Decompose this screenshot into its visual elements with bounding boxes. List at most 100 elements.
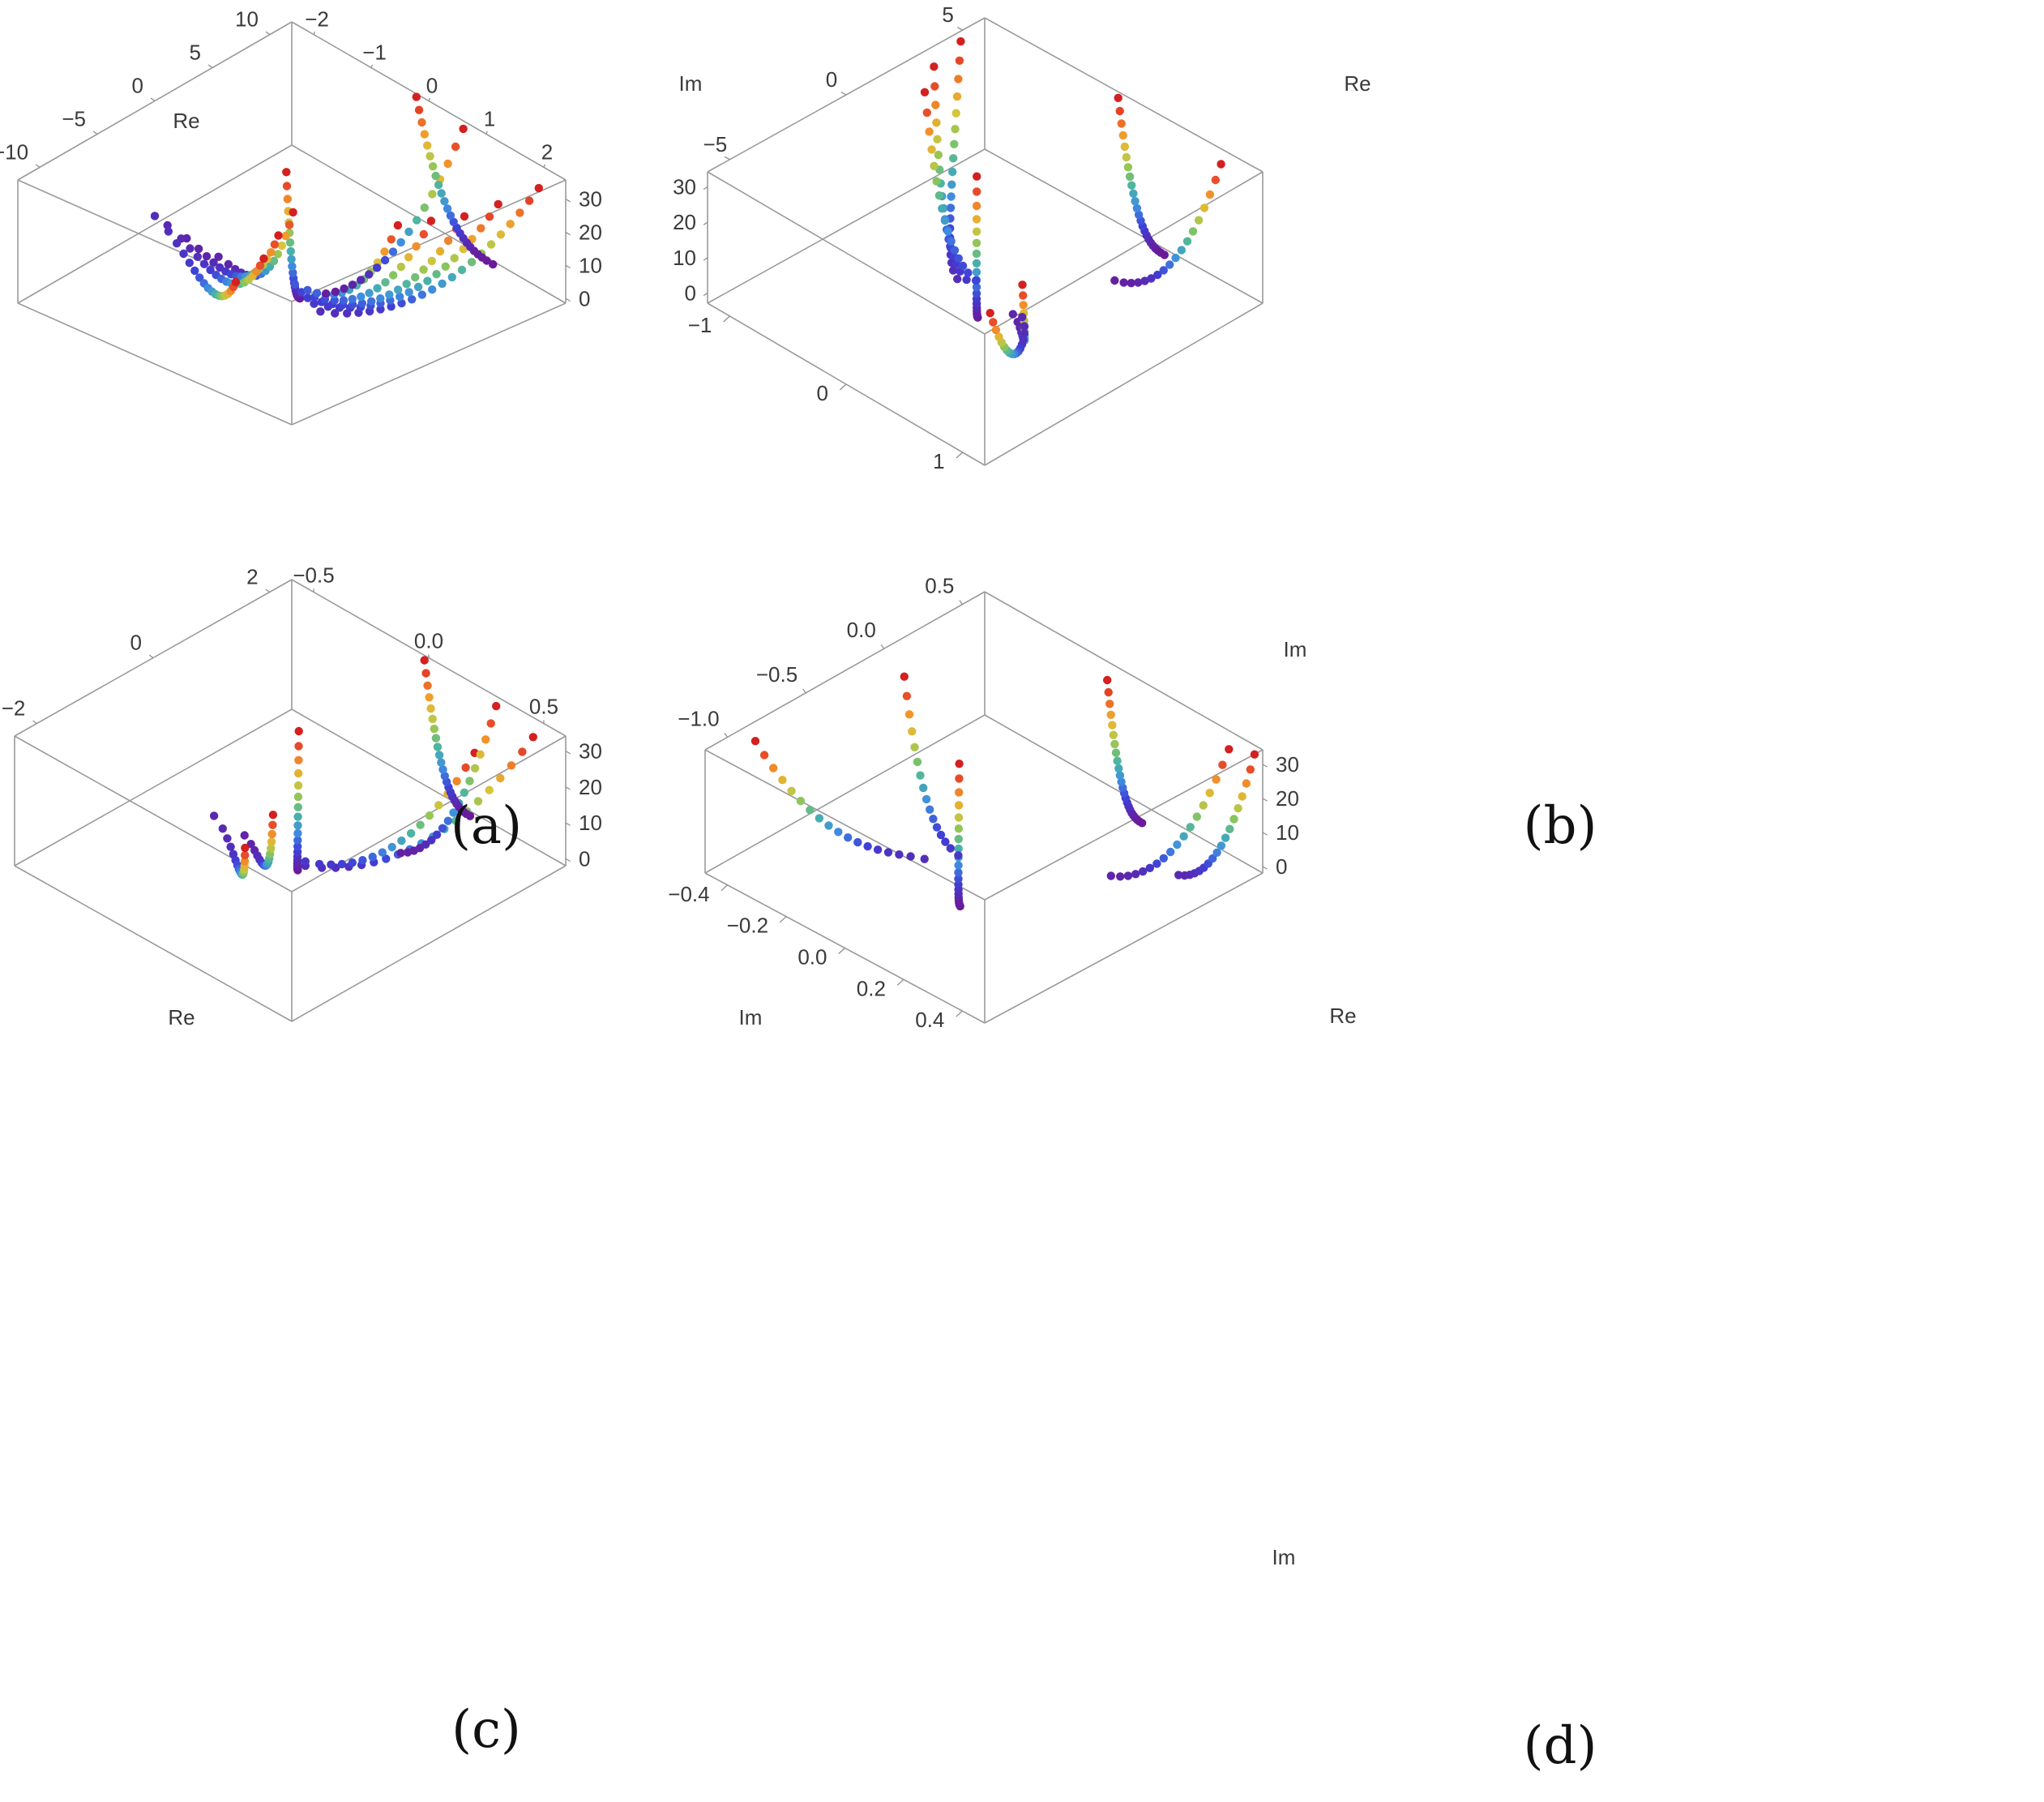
data-point (844, 833, 853, 842)
data-point (815, 814, 824, 823)
data-point (1127, 181, 1136, 190)
data-point (951, 125, 960, 134)
box-edge (984, 171, 1264, 335)
data-point (934, 191, 944, 200)
tick-mark (724, 733, 729, 738)
data-point (1182, 237, 1192, 246)
tick-mark (1262, 764, 1268, 768)
tick-label-re: 0 (132, 74, 143, 98)
tick-mark (35, 164, 41, 168)
panel-b: −5 0 5 Re −1 0 1 Im 0 10 20 30 (673, 2, 1371, 661)
data-point (420, 203, 429, 212)
data-point (973, 187, 981, 196)
data-point (438, 765, 447, 774)
data-point (428, 162, 438, 171)
data-point (423, 141, 432, 150)
data-point (473, 797, 483, 806)
data-point (404, 253, 413, 262)
data-point (389, 271, 398, 280)
tick-label-re: −5 (703, 132, 728, 156)
tick-label-z: 10 (1276, 820, 1299, 845)
tick-label-im: 0.2 (857, 976, 886, 1000)
tick-mark (92, 131, 98, 135)
data-point (933, 135, 942, 143)
data-point (951, 109, 960, 118)
data-point (1194, 216, 1204, 225)
tick-mark (703, 257, 708, 261)
data-point (357, 299, 366, 308)
data-point (1115, 771, 1125, 780)
data-point (224, 259, 233, 269)
data-point (460, 788, 469, 797)
data-point (339, 296, 349, 305)
box-edge (14, 865, 293, 1022)
data-point (1123, 163, 1133, 172)
data-point (443, 159, 452, 169)
data-point (778, 776, 787, 785)
tick-label-im: −0.4 (668, 882, 709, 906)
data-point (971, 276, 981, 285)
data-point (948, 167, 957, 177)
data-point (185, 259, 194, 268)
data-point (381, 278, 390, 287)
data-point (932, 177, 941, 186)
data-point (449, 808, 458, 817)
data-point (954, 824, 964, 833)
data-point (1212, 775, 1221, 784)
data-point (1218, 760, 1227, 769)
data-point (285, 238, 295, 247)
data-point (434, 180, 443, 190)
data-point (460, 212, 469, 221)
data-point (447, 272, 456, 282)
axis-label-im: Im (1284, 637, 1307, 661)
data-point (955, 56, 964, 66)
box-edge (984, 17, 1264, 173)
tick-label-z: 10 (673, 246, 696, 270)
data-point (186, 244, 195, 253)
data-point (461, 763, 470, 773)
box-edge (707, 171, 986, 335)
data-point (1211, 175, 1221, 185)
data-point (449, 217, 458, 226)
box-edge (984, 591, 1264, 751)
data-point (393, 220, 403, 230)
data-point (906, 852, 915, 861)
data-point (419, 265, 428, 274)
axis-label-re: Re (168, 1005, 195, 1029)
data-point (1152, 859, 1161, 868)
data-point (432, 830, 442, 839)
data-point (759, 751, 769, 760)
data-point (274, 231, 283, 240)
data-point (1177, 246, 1187, 255)
axis-label-im: Im (1272, 1545, 1296, 1569)
tick-mark (703, 221, 708, 225)
data-point (404, 227, 413, 237)
data-point (952, 92, 962, 101)
data-point (1118, 131, 1127, 140)
data-point (955, 788, 964, 797)
data-point (1147, 274, 1156, 283)
data-point (954, 813, 964, 822)
data-point (930, 62, 939, 71)
data-point (420, 130, 429, 139)
data-point (1117, 777, 1126, 786)
data-point (1217, 841, 1226, 850)
box-edge (707, 148, 986, 304)
caption-c: (c) (451, 1700, 521, 1760)
data-point (470, 764, 480, 773)
data-point (507, 761, 516, 770)
data-point (417, 290, 426, 299)
data-point (423, 276, 432, 285)
data-point (950, 246, 960, 255)
data-point (411, 272, 420, 282)
data-point (528, 733, 537, 742)
data-point (824, 821, 833, 830)
data-point (421, 669, 430, 678)
data-point (1138, 867, 1148, 876)
data-point (287, 255, 296, 263)
data-point (494, 199, 502, 209)
data-point (750, 737, 760, 746)
data-point (451, 816, 460, 825)
data-point (863, 841, 872, 851)
